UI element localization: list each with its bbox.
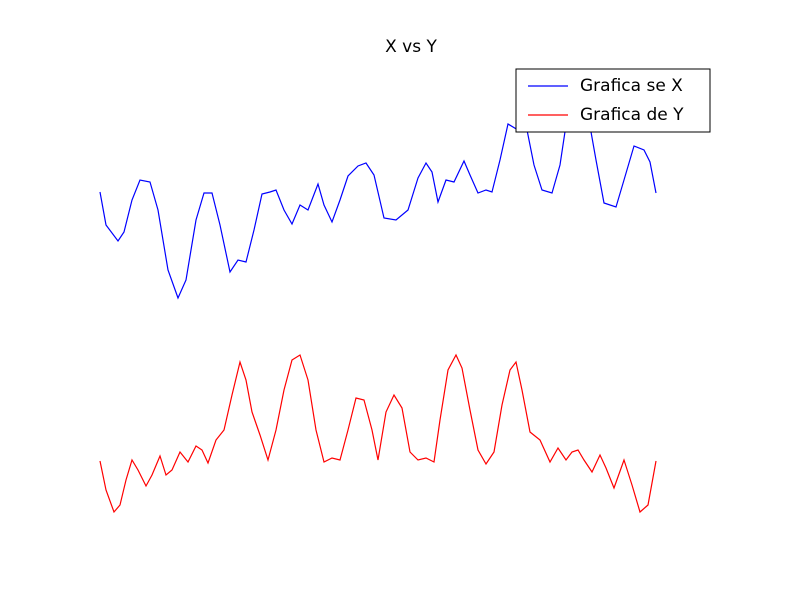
line-series xyxy=(99,353,657,514)
legend-label: Grafica se X xyxy=(580,76,683,96)
legend-box xyxy=(515,68,711,133)
legend-label: Grafica de Y xyxy=(580,105,684,125)
chart-title: X vs Y xyxy=(385,37,437,57)
